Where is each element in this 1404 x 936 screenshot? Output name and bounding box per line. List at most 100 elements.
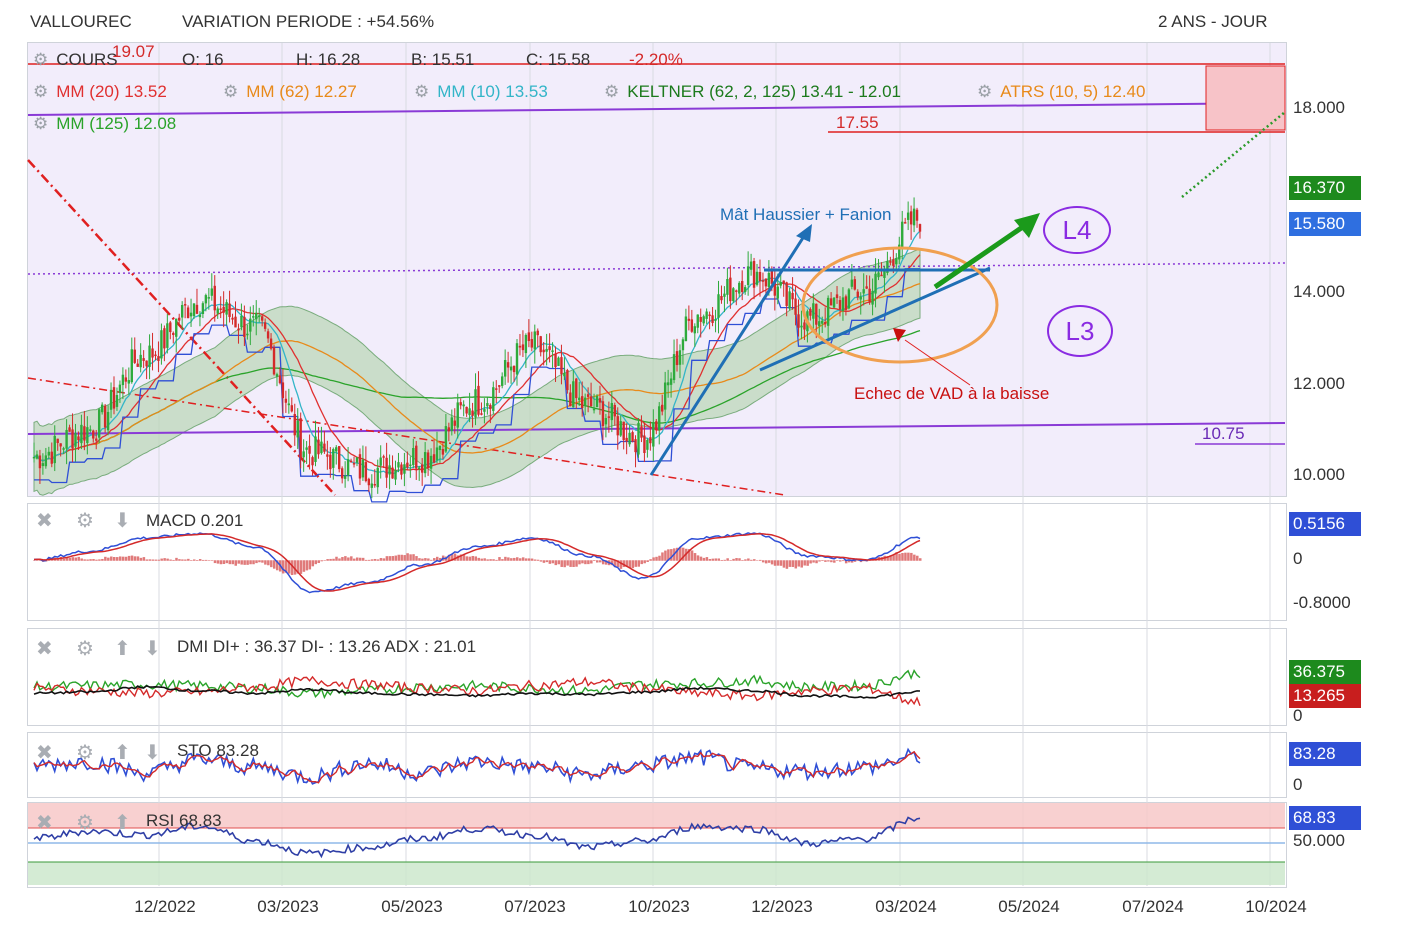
gear-icon[interactable]: ⚙ <box>33 114 49 133</box>
gear-icon[interactable]: ⚙ <box>414 82 430 101</box>
candle-body <box>97 409 101 438</box>
macd-histogram-bar <box>489 559 492 561</box>
gear-icon[interactable]: ⚙ <box>33 82 49 101</box>
macd-histogram-bar <box>178 559 181 561</box>
macd-histogram-bar <box>637 560 640 567</box>
close-icon[interactable]: ✖ <box>36 812 53 834</box>
level-1075-label: 10.75 <box>1202 424 1245 443</box>
close-icon[interactable]: ✖ <box>36 510 53 532</box>
macd-histogram-bar <box>264 560 267 565</box>
macd-histogram-bar <box>812 560 815 563</box>
candle-body <box>358 454 362 479</box>
macd-histogram-bar <box>376 559 380 561</box>
candle-body <box>207 297 211 299</box>
target-zone <box>1205 65 1286 131</box>
candle-body <box>841 297 845 312</box>
gear-icon[interactable]: ⚙ <box>604 82 620 101</box>
candle-body <box>518 345 522 348</box>
candle-body <box>592 408 596 411</box>
candle-body <box>71 429 74 449</box>
candle-body <box>767 272 771 288</box>
gear-icon[interactable]: ⚙ <box>76 812 94 834</box>
candle-body <box>157 356 160 362</box>
macd-histogram-bar <box>587 560 590 565</box>
arrow-down-icon[interactable]: ⬇ <box>144 638 161 660</box>
candle-body <box>749 261 753 270</box>
candle-body <box>915 209 919 221</box>
macd-histogram-bar <box>735 558 738 561</box>
candle-body <box>255 312 258 320</box>
macd-histogram-bar <box>492 559 495 561</box>
candle-body <box>835 294 839 299</box>
y-tick-14: 14.000 <box>1293 282 1345 301</box>
arrow-down-icon[interactable]: ⬇ <box>114 510 131 532</box>
candle-body <box>732 288 735 302</box>
arrow-down-icon[interactable]: ⬇ <box>144 742 161 764</box>
candle-body <box>373 484 376 486</box>
macd-histogram-bar <box>187 558 190 561</box>
macd-histogram-bar <box>169 559 172 561</box>
macd-histogram-bar <box>320 560 323 562</box>
keltner-legend[interactable]: ⚙ KELTNER (62, 2, 125) 13.41 - 12.01 <box>604 82 901 102</box>
macd-histogram-bar <box>560 560 563 567</box>
macd-histogram-bar <box>415 556 418 561</box>
macd-histogram-bar <box>601 560 605 565</box>
candle-body <box>391 467 394 479</box>
mm10-legend[interactable]: ⚙ MM (10) 13.53 <box>414 82 548 102</box>
mm62-legend[interactable]: ⚙ MM (62) 12.27 <box>223 82 357 102</box>
gear-icon[interactable]: ⚙ <box>76 742 94 764</box>
gear-icon[interactable]: ⚙ <box>977 82 993 101</box>
gear-icon[interactable]: ⚙ <box>76 638 94 660</box>
candle-body <box>521 344 525 351</box>
macd-histogram-bar <box>370 559 374 561</box>
candle-body <box>329 454 332 470</box>
candle-body <box>243 316 246 338</box>
y-tick-10: 10.000 <box>1293 465 1345 484</box>
candle-body <box>752 261 756 288</box>
candle-body <box>844 296 848 310</box>
candle-body <box>495 388 498 390</box>
mm10-label: MM (10) 13.53 <box>437 82 548 101</box>
arrow-up-icon[interactable]: ⬆ <box>114 638 131 660</box>
close-icon[interactable]: ✖ <box>36 742 53 764</box>
candle-body <box>403 464 406 474</box>
mm20-legend[interactable]: ⚙ MM (20) 13.52 <box>33 82 167 102</box>
x-tick: 05/2023 <box>381 897 443 916</box>
gear-icon[interactable]: ⚙ <box>223 82 239 101</box>
macd-histogram-bar <box>593 560 596 561</box>
dmi-label: DMI DI+ : 36.37 DI- : 13.26 ADX : 21.01 <box>177 637 477 656</box>
macd-histogram-bar <box>465 556 469 561</box>
macd-histogram-bar <box>213 560 217 564</box>
gear-icon[interactable]: ⚙ <box>76 510 94 532</box>
candle-body <box>83 426 86 441</box>
candle-body <box>266 331 270 339</box>
candle-body <box>343 475 347 479</box>
macd-histogram-bar <box>527 558 531 561</box>
candle-body <box>729 277 732 302</box>
macd-histogram-bar <box>676 547 679 561</box>
arrow-up-icon[interactable]: ⬆ <box>114 742 131 764</box>
close-icon[interactable]: ✖ <box>36 638 53 660</box>
candle-body <box>631 432 634 442</box>
candle-body <box>234 316 237 328</box>
candle-body <box>435 447 439 461</box>
candle-body <box>349 460 353 463</box>
gear-icon[interactable]: ⚙ <box>33 50 49 69</box>
candle-body <box>263 322 267 329</box>
mm125-legend[interactable]: ⚙ MM (125) 12.08 <box>33 114 176 134</box>
macd-histogram-bar <box>699 556 703 561</box>
macd-histogram-bar <box>693 553 697 561</box>
arrow-up-icon[interactable]: ⬆ <box>114 812 131 834</box>
macd-histogram-bar <box>38 560 42 561</box>
candle-body <box>240 315 243 327</box>
macd-histogram-bar <box>833 560 836 563</box>
purple-resistance-line <box>27 102 1286 116</box>
period-selector[interactable]: 2 ANS - JOUR <box>1158 12 1268 31</box>
atrs-legend[interactable]: ⚙ ATRS (10, 5) 12.40 <box>977 82 1145 102</box>
macd-value-tag: 0.5156 <box>1289 512 1361 536</box>
macd-histogram-bar <box>136 556 140 561</box>
candle-body <box>515 343 519 375</box>
macd-histogram-bar <box>892 554 895 561</box>
macd-histogram-bar <box>201 559 205 561</box>
macd-histogram-bar <box>172 559 175 561</box>
